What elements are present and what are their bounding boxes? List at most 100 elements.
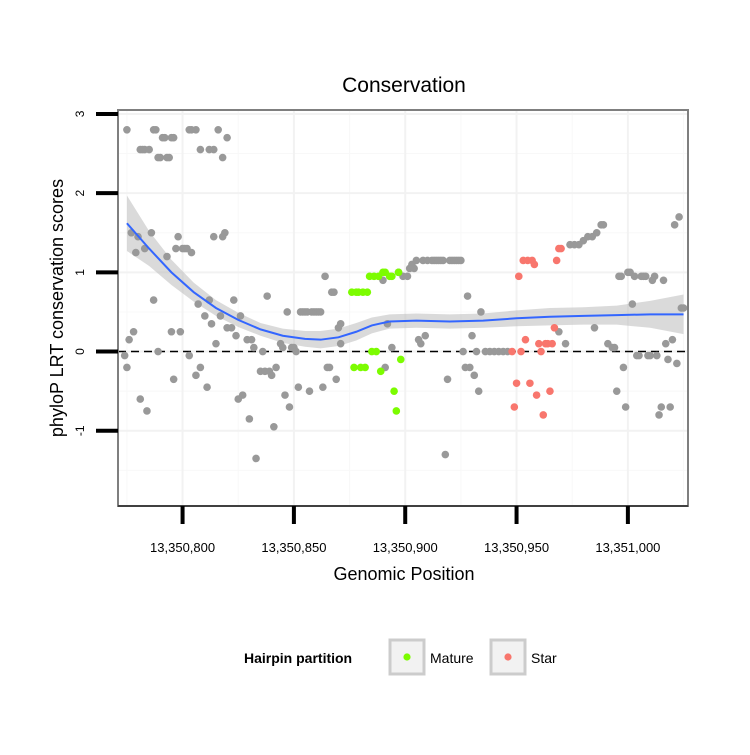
- point-other: [223, 133, 231, 142]
- point-other: [599, 221, 608, 229]
- point-other: [659, 276, 668, 285]
- point-other: [125, 335, 133, 344]
- point-other: [238, 391, 247, 399]
- point-other: [472, 347, 481, 356]
- point-other: [272, 363, 280, 372]
- y-tick-label: 1: [73, 269, 87, 276]
- point-other: [612, 387, 621, 395]
- y-tick-label: 0: [73, 348, 87, 355]
- legend-entry-star: Star: [489, 638, 557, 676]
- point-other: [439, 256, 447, 265]
- point-other: [152, 126, 160, 134]
- point-other: [245, 415, 254, 423]
- point-other: [412, 256, 421, 265]
- point-other: [187, 248, 196, 257]
- point-other: [465, 363, 474, 372]
- point-other: [123, 126, 131, 134]
- point-other: [403, 272, 412, 281]
- point-other: [209, 145, 218, 154]
- point-mature: [388, 272, 396, 281]
- point-other: [250, 343, 258, 352]
- point-other: [655, 411, 663, 419]
- point-other: [388, 343, 396, 352]
- x-tick-label: 13,350,900: [373, 540, 438, 555]
- point-other: [169, 133, 178, 142]
- smooth-line-layer: [126, 222, 684, 341]
- point-star: [550, 324, 559, 332]
- x-tick-label: 13,350,950: [484, 540, 549, 555]
- point-other: [474, 387, 483, 395]
- point-other: [270, 423, 278, 431]
- point-other: [143, 407, 151, 415]
- point-other: [635, 351, 643, 360]
- y-tick-label: 3: [73, 110, 87, 117]
- point-star: [512, 379, 521, 388]
- point-other: [232, 331, 240, 340]
- point-other: [332, 375, 341, 384]
- legend-dot-star: [504, 653, 512, 661]
- point-other: [174, 232, 182, 241]
- point-other: [227, 324, 236, 332]
- point-other: [147, 228, 156, 237]
- points-layer: [120, 126, 688, 463]
- point-other: [221, 228, 229, 237]
- point-mature: [361, 363, 369, 372]
- x-tick-label: 13,350,850: [261, 540, 326, 555]
- point-other: [330, 288, 338, 296]
- point-star: [530, 260, 539, 269]
- plot-panel: [117, 109, 689, 507]
- point-other: [172, 244, 180, 253]
- point-mature: [363, 288, 372, 296]
- point-other: [336, 320, 345, 328]
- point-other: [319, 383, 327, 392]
- point-other: [123, 363, 131, 372]
- point-other: [156, 153, 165, 162]
- point-other: [675, 213, 683, 221]
- point-other: [167, 327, 176, 336]
- point-mature: [392, 407, 401, 415]
- point-other: [666, 403, 674, 411]
- point-other: [336, 339, 345, 348]
- point-star: [539, 411, 548, 419]
- point-other: [668, 335, 677, 344]
- point-mature: [372, 347, 381, 356]
- point-other: [267, 371, 276, 380]
- y-axis-label: phyloP LRT conservation scores: [47, 179, 67, 437]
- legend-dot-mature: [403, 653, 411, 661]
- point-other: [646, 351, 654, 360]
- point-other: [661, 339, 670, 348]
- point-star: [548, 339, 556, 348]
- point-other: [470, 371, 479, 380]
- y-tick-label: -1: [73, 425, 87, 436]
- point-other: [421, 331, 430, 340]
- point-other: [628, 300, 637, 308]
- legend-title: Hairpin partition: [244, 650, 352, 666]
- point-other: [209, 232, 218, 241]
- point-other: [292, 347, 300, 356]
- legend-label-star: Star: [531, 650, 557, 666]
- point-other: [236, 312, 245, 320]
- point-other: [201, 312, 209, 320]
- point-mature: [376, 367, 385, 376]
- x-axis: 13,350,800 13,350,850 13,350,900 13,350,950…: [118, 505, 688, 555]
- point-mature: [350, 363, 358, 372]
- point-other: [185, 351, 194, 360]
- point-star: [537, 347, 545, 356]
- point-other: [203, 383, 211, 392]
- point-other: [610, 343, 619, 352]
- point-other: [194, 300, 202, 308]
- point-other: [653, 351, 661, 360]
- x-axis-label: Genomic Position: [333, 564, 474, 584]
- point-other: [590, 324, 599, 332]
- point-other: [214, 126, 222, 134]
- point-star: [521, 335, 530, 344]
- smooth-line: [126, 222, 684, 341]
- point-star: [557, 244, 565, 253]
- x-tick-label: 13,350,800: [150, 540, 215, 555]
- point-other: [145, 145, 153, 154]
- point-other: [592, 228, 601, 237]
- point-other: [457, 256, 465, 265]
- point-other: [305, 387, 314, 395]
- point-other: [441, 450, 450, 459]
